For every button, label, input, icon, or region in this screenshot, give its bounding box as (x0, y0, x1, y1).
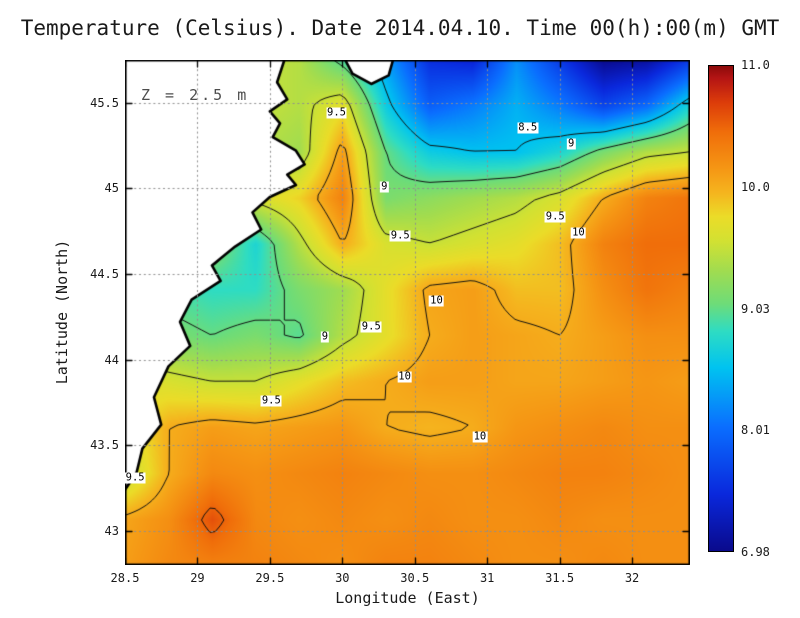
colorbar-tick-label: 10.0 (741, 179, 770, 194)
x-tick-label: 32 (624, 571, 640, 585)
contour-label: 10 (472, 430, 488, 443)
colorbar-gradient (708, 65, 734, 552)
y-tick-label: 44 (104, 352, 119, 367)
colorbar-tick-label: 6.98 (741, 545, 770, 559)
x-tick-label: 29.5 (255, 571, 285, 585)
y-axis-label: Latitude (North) (53, 239, 71, 385)
x-tick-label: 31.5 (545, 571, 575, 585)
contour-label: 9 (320, 330, 330, 343)
depth-annotation: Z = 2.5 m (141, 86, 250, 104)
colorbar (708, 65, 734, 552)
contour-label: 9 (567, 137, 576, 150)
contour-label: 9.5 (360, 320, 382, 333)
x-axis-label: Longitude (East) (335, 589, 480, 607)
contour-label: 9 (380, 180, 389, 193)
plot-area: Z = 2.5 m 9.5 8.5 9 9 9.5 9.5 10 10 9.5 9 10 9.5 10 9… (124, 60, 690, 565)
contour-label: 9.5 (260, 394, 282, 407)
x-tick-label: 31 (479, 571, 495, 585)
y-tick-label: 45.5 (90, 95, 119, 110)
y-tick-label: 45 (104, 181, 119, 196)
temperature-field-canvas (125, 60, 690, 565)
x-tick-label: 30 (335, 571, 350, 585)
contour-label: 10 (429, 294, 444, 307)
colorbar-tick-label: 11.0 (741, 58, 770, 72)
colorbar-tick-label: 8.01 (741, 423, 770, 438)
contour-label: 9.5 (544, 210, 566, 223)
x-tick-label: 30.5 (400, 571, 430, 585)
x-tick-label: 28.5 (110, 571, 140, 585)
y-tick-label: 44.5 (90, 266, 119, 281)
y-tick-label: 43.5 (90, 438, 119, 453)
y-tick-label: 43 (104, 523, 119, 538)
contour-label: 9.5 (389, 229, 411, 242)
contour-label: 8.5 (517, 121, 539, 134)
colorbar-tick-label: 9.03 (741, 301, 770, 316)
contour-label: 9.5 (326, 106, 347, 119)
x-tick-label: 29 (190, 571, 205, 585)
contour-label: 10 (397, 370, 412, 383)
contour-label: 9.5 (124, 471, 146, 484)
plot-title: Temperature (Celsius). Date 2014.04.10. … (20, 16, 780, 40)
contour-label: 10 (571, 226, 586, 239)
